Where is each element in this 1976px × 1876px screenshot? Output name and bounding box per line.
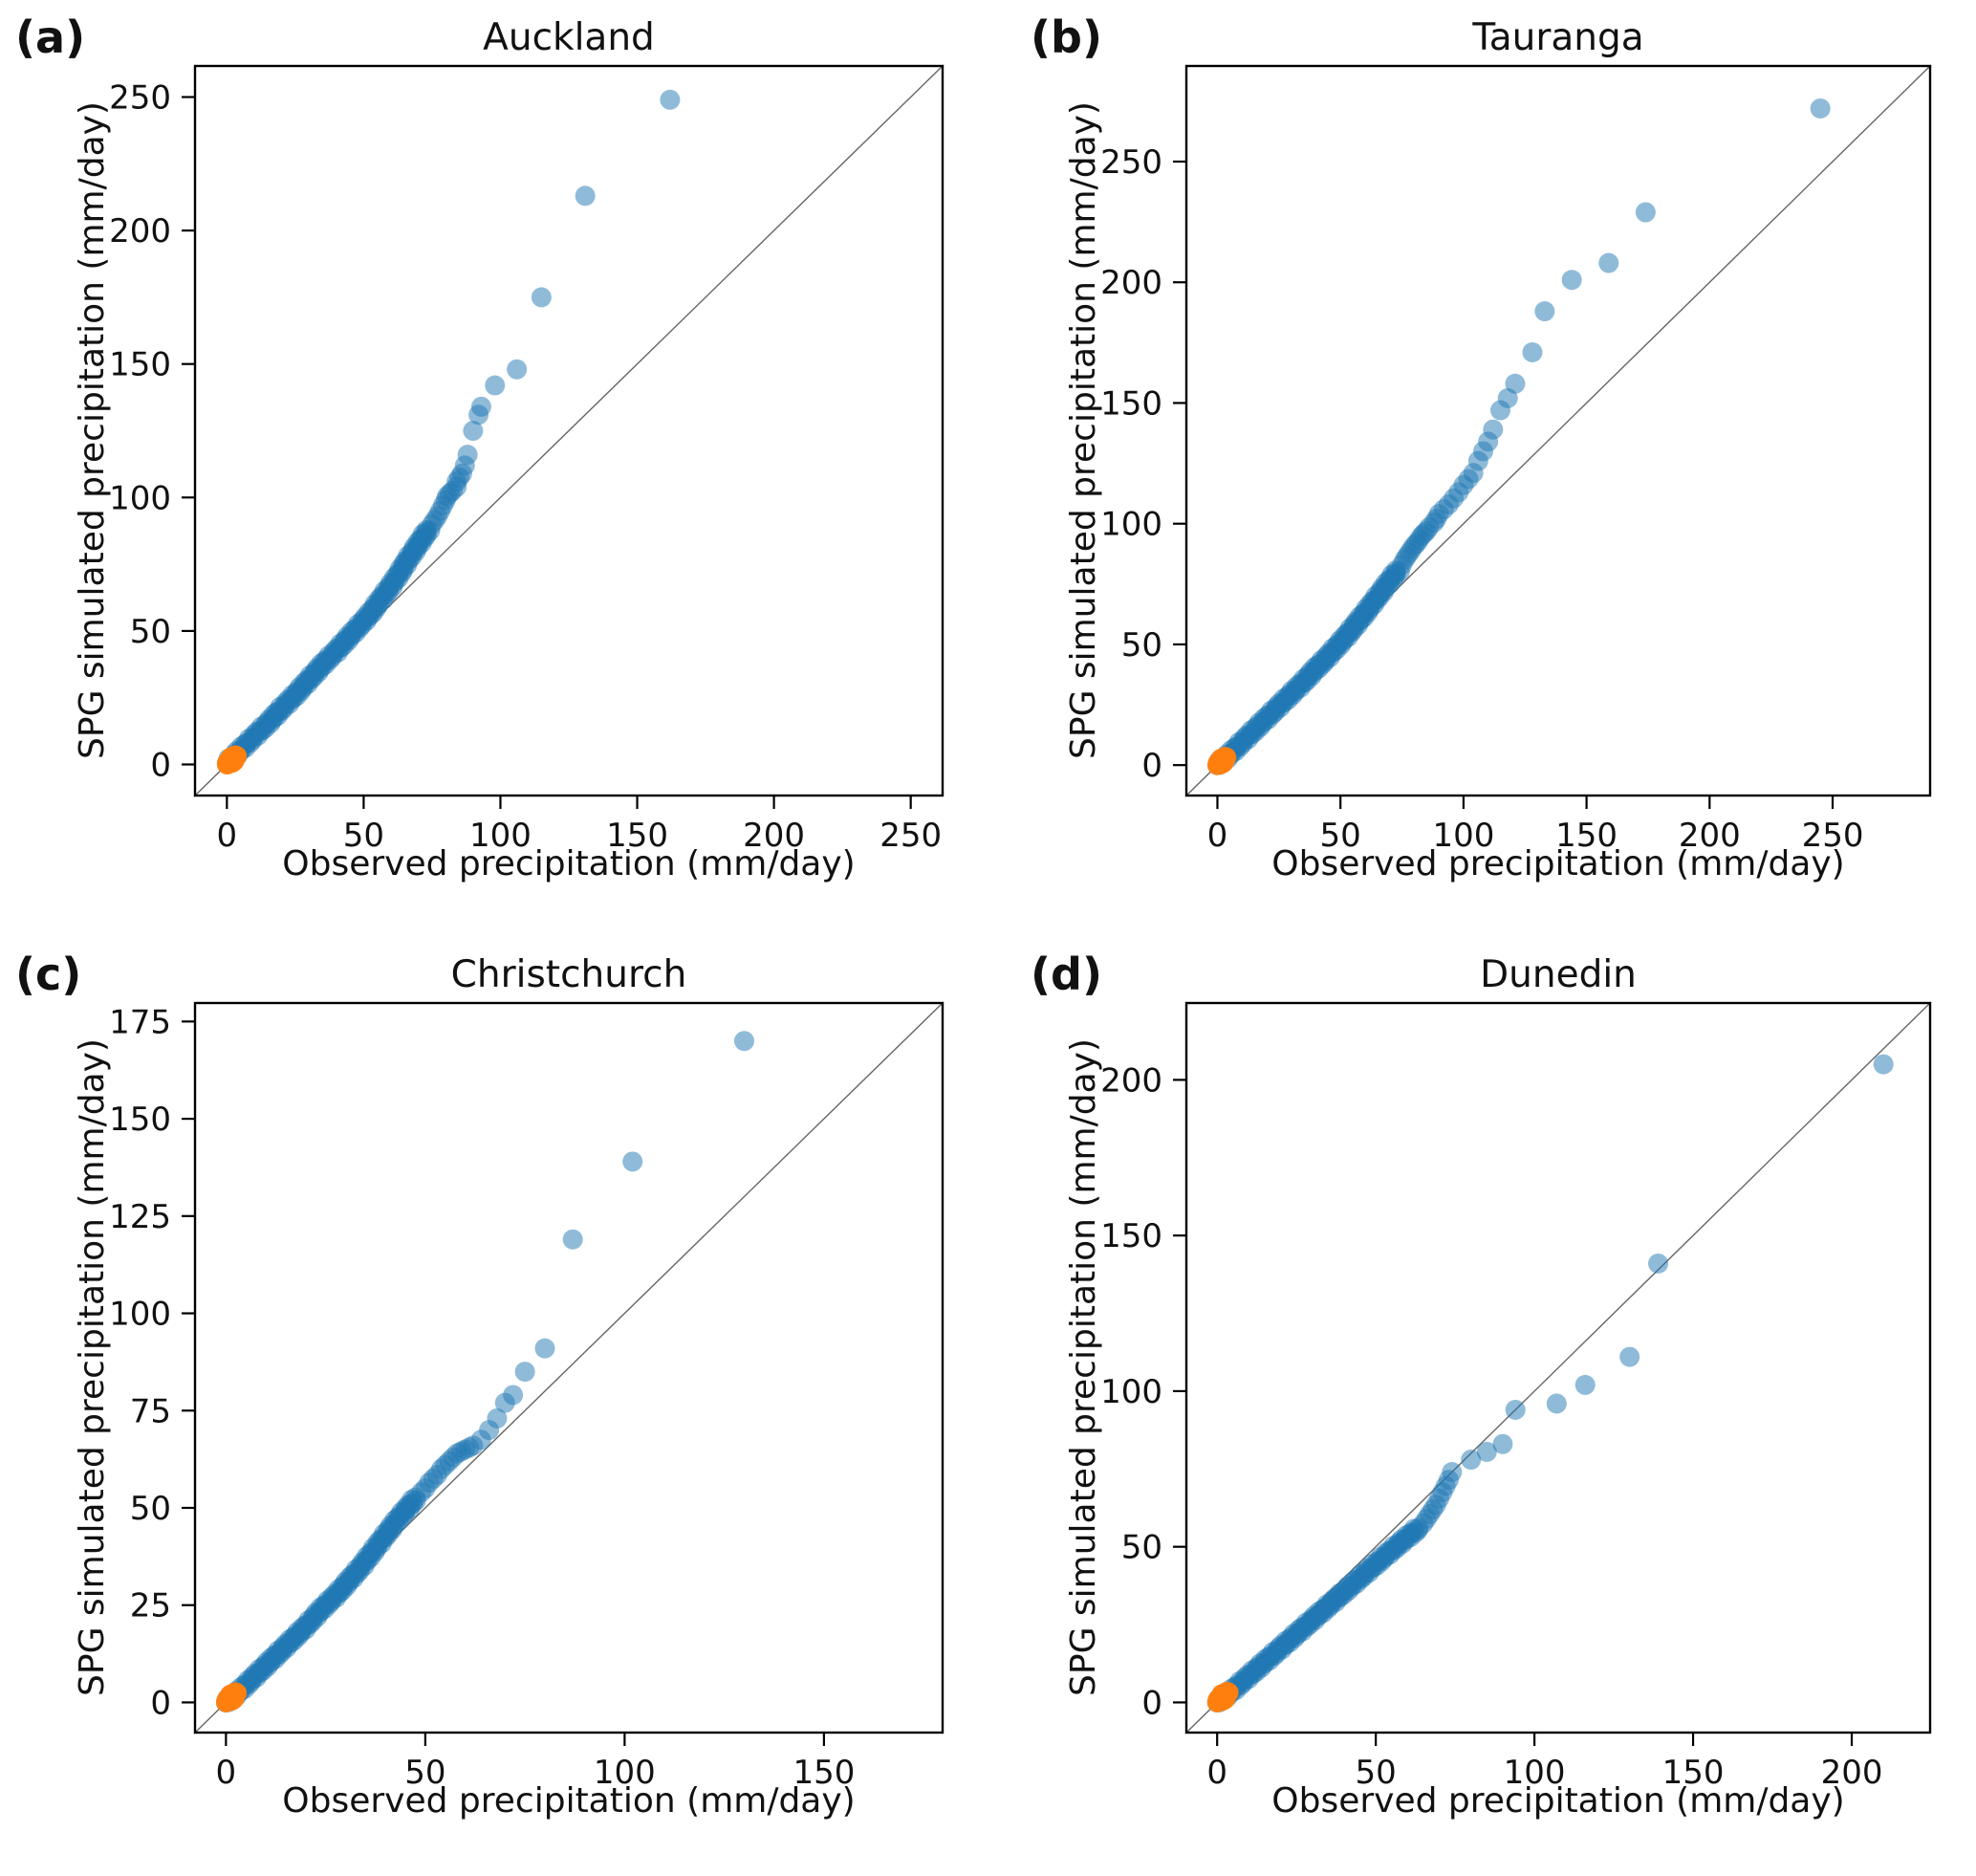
svg-text:50: 50 <box>343 817 384 855</box>
y-axis-ticks: 0 50 100 150 200 <box>1100 1061 1185 1722</box>
svg-text:0: 0 <box>217 817 238 855</box>
x-axis-label-a: Observed precipitation (mm/day) <box>282 844 856 883</box>
svg-text:50: 50 <box>404 1754 445 1792</box>
svg-text:150: 150 <box>1100 1217 1162 1255</box>
svg-text:100: 100 <box>594 1754 656 1792</box>
qq-quantiles <box>1206 1054 1894 1712</box>
y-axis-label-c: SPG simulated precipitation (mm/day) <box>73 1038 112 1696</box>
svg-text:250: 250 <box>1100 143 1162 182</box>
y-axis-ticks: 0 25 50 75 100 125 150 175 <box>109 1003 194 1722</box>
svg-text:0: 0 <box>216 1754 237 1792</box>
plot-title-d: Dunedin <box>1480 953 1637 996</box>
svg-text:50: 50 <box>1356 1754 1397 1792</box>
svg-text:100: 100 <box>109 1296 171 1334</box>
svg-text:150: 150 <box>1100 384 1162 423</box>
x-axis-label-b: Observed precipitation (mm/day) <box>1271 844 1845 883</box>
svg-text:100: 100 <box>1432 817 1494 855</box>
qq-quantiles <box>215 1031 754 1712</box>
svg-text:200: 200 <box>1821 1754 1883 1792</box>
svg-text:50: 50 <box>1320 817 1361 855</box>
svg-text:100: 100 <box>1504 1754 1566 1792</box>
svg-text:150: 150 <box>606 817 668 855</box>
svg-text:100: 100 <box>1100 1373 1162 1411</box>
svg-text:0: 0 <box>150 746 171 784</box>
axes-frame <box>193 64 945 797</box>
plot-area-c: 0 50 100 150 0 25 50 75 100 125 150 175 <box>109 1001 945 1792</box>
svg-text:150: 150 <box>109 1101 171 1139</box>
qq-quantiles <box>216 89 681 774</box>
x-axis-label-d: Observed precipitation (mm/day) <box>1271 1781 1845 1821</box>
svg-text:150: 150 <box>793 1754 855 1792</box>
svg-text:50: 50 <box>1121 1529 1162 1567</box>
svg-text:100: 100 <box>469 817 532 855</box>
x-axis-ticks: 0 50 100 150 <box>216 1734 855 1792</box>
svg-text:200: 200 <box>743 817 805 855</box>
plot-area-a: 0 50 100 150 200 250 0 50 100 150 200 250 <box>109 64 945 855</box>
svg-text:250: 250 <box>1802 817 1864 855</box>
axes-frame <box>193 1001 945 1734</box>
x-axis-ticks: 0 50 100 150 200 <box>1206 1734 1882 1792</box>
x-axis-ticks: 0 50 100 150 200 250 <box>217 796 942 855</box>
svg-text:0: 0 <box>1207 817 1228 855</box>
svg-text:250: 250 <box>109 79 171 118</box>
svg-text:150: 150 <box>1662 1754 1725 1792</box>
y-axis-ticks: 0 50 100 150 200 250 <box>109 79 194 784</box>
svg-text:200: 200 <box>1100 1061 1162 1100</box>
svg-text:50: 50 <box>130 613 171 651</box>
x-axis-label-c: Observed precipitation (mm/day) <box>282 1781 856 1821</box>
svg-text:0: 0 <box>1141 1684 1162 1722</box>
qq-quantiles <box>1206 98 1831 775</box>
svg-text:50: 50 <box>1121 626 1162 665</box>
axes-frame <box>1184 1001 1932 1734</box>
y-axis-label-a: SPG simulated precipitation (mm/day) <box>73 101 112 759</box>
svg-text:125: 125 <box>109 1198 171 1236</box>
svg-text:25: 25 <box>130 1587 171 1625</box>
zero-precip-cluster <box>215 1682 248 1712</box>
svg-text:150: 150 <box>1555 817 1618 855</box>
svg-text:200: 200 <box>109 212 171 251</box>
svg-text:100: 100 <box>1100 506 1162 544</box>
y-axis-label-d: SPG simulated precipitation (mm/day) <box>1064 1038 1103 1696</box>
svg-text:175: 175 <box>109 1003 171 1041</box>
svg-text:50: 50 <box>130 1490 171 1528</box>
svg-text:250: 250 <box>879 817 942 855</box>
plot-area-b: 0 50 100 150 200 250 0 50 100 150 200 250 <box>1100 64 1932 855</box>
x-axis-ticks: 0 50 100 150 200 250 <box>1207 796 1864 855</box>
svg-text:200: 200 <box>1100 264 1162 302</box>
plot-title-a: Auckland <box>483 16 655 59</box>
zero-precip-cluster <box>216 745 248 774</box>
svg-text:200: 200 <box>1679 817 1741 855</box>
svg-text:150: 150 <box>109 346 171 384</box>
plot-title-c: Christchurch <box>450 953 687 996</box>
svg-text:0: 0 <box>1141 747 1162 785</box>
y-axis-ticks: 0 50 100 150 200 250 <box>1100 143 1185 785</box>
plot-area-d: 0 50 100 150 200 0 50 100 150 200 <box>1100 1001 1932 1792</box>
y-axis-label-b: SPG simulated precipitation (mm/day) <box>1064 101 1103 759</box>
plot-title-b: Tauranga <box>1472 16 1644 59</box>
panel-letter-b: (b) <box>1031 11 1102 63</box>
panel-letter-a: (a) <box>15 11 86 63</box>
zero-precip-cluster <box>1206 1681 1239 1712</box>
svg-text:75: 75 <box>130 1392 171 1430</box>
svg-text:0: 0 <box>150 1684 171 1722</box>
panel-letter-d: (d) <box>1031 949 1102 1000</box>
svg-text:100: 100 <box>109 479 171 517</box>
zero-precip-cluster <box>1206 747 1237 775</box>
svg-text:0: 0 <box>1206 1754 1227 1792</box>
panel-letter-c: (c) <box>15 949 82 1000</box>
axes-frame <box>1184 64 1932 797</box>
